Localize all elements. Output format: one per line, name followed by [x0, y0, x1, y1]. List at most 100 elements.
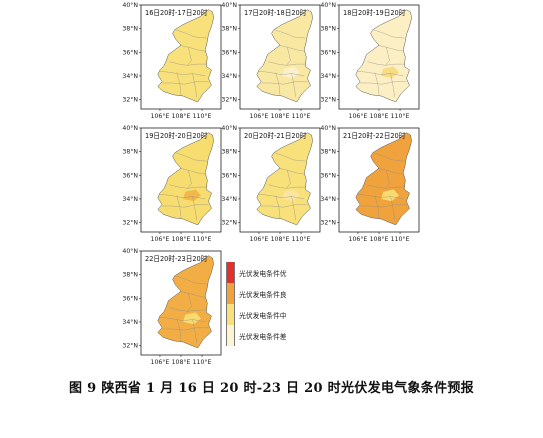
legend-item-poor: 光伏发电条件差	[226, 325, 287, 346]
city-boundary	[385, 170, 390, 189]
y-tick-label: 36°N	[320, 48, 336, 56]
city-boundary	[268, 184, 306, 189]
map-panel: 40°N 38°N 36°N 34°N 32°N 106°E 108°E 110°E 20日20…	[221, 124, 321, 243]
city-boundary	[390, 73, 395, 98]
city-boundary	[373, 152, 405, 162]
city-boundary	[275, 195, 281, 218]
x-tick-label: 106°E	[151, 358, 170, 366]
shaanxi-map: 40°N 38°N 36°N 34°N 32°N 106°E 108°E 110°E 16日20…	[122, 1, 222, 120]
city-boundary	[192, 319, 197, 344]
y-tick-label: 34°N	[221, 72, 237, 80]
province-region	[157, 132, 214, 226]
y-tick-label: 32°N	[320, 96, 336, 104]
city-boundary	[159, 317, 206, 323]
city-boundary	[261, 81, 308, 85]
shaanxi-map: 40°N 38°N 36°N 34°N 32°N 106°E 108°E 110°E 19日20…	[122, 124, 222, 243]
map-panel: 40°N 38°N 36°N 34°N 32°N 106°E 108°E 110°E 17日20…	[221, 1, 321, 120]
city-boundary	[286, 170, 291, 189]
province-region	[157, 9, 214, 103]
province-region	[355, 9, 412, 103]
forecast-patch	[282, 66, 300, 79]
legend-item-fair: 光伏发电条件中	[226, 304, 287, 325]
y-tick-label: 34°N	[320, 72, 336, 80]
city-boundary	[179, 291, 206, 298]
city-boundary	[367, 61, 405, 66]
city-boundary	[286, 47, 291, 66]
city-boundary	[176, 318, 182, 341]
city-boundary	[187, 293, 192, 312]
x-tick-label: 108°E	[370, 112, 389, 120]
city-boundary	[159, 71, 206, 77]
x-tick-label: 110°E	[391, 235, 410, 243]
city-boundary	[179, 168, 206, 175]
legend-swatch	[226, 283, 235, 304]
city-boundary	[159, 194, 206, 200]
x-tick-label: 108°E	[271, 112, 290, 120]
y-tick-label: 32°N	[221, 219, 237, 227]
city-boundary	[377, 168, 404, 175]
province-region	[256, 9, 313, 103]
city-boundary	[390, 196, 395, 221]
y-tick-label: 38°N	[320, 25, 336, 33]
forecast-patch	[183, 312, 201, 325]
x-tick-label: 110°E	[193, 358, 212, 366]
y-tick-label: 40°N	[221, 124, 237, 132]
forecast-patch	[183, 66, 201, 79]
map-panel: 40°N 38°N 36°N 34°N 32°N 106°E 108°E 110°E 18日20…	[320, 1, 420, 120]
province-region	[256, 132, 313, 226]
shaanxi-map: 40°N 38°N 36°N 34°N 32°N 106°E 108°E 110°E 20日20…	[221, 124, 321, 243]
city-boundary	[268, 61, 306, 66]
forecast-patch	[381, 66, 399, 79]
city-boundary	[162, 327, 209, 331]
x-tick-label: 106°E	[151, 235, 170, 243]
legend-item-excellent: 光伏发电条件优	[226, 262, 287, 283]
panel-title: 16日20时-17日20时	[145, 8, 208, 17]
y-tick-label: 40°N	[122, 247, 138, 255]
y-tick-label: 40°N	[320, 1, 336, 9]
y-tick-label: 36°N	[122, 294, 138, 302]
panel-title: 18日20时-19日20时	[343, 8, 406, 17]
x-tick-label: 106°E	[349, 235, 368, 243]
city-boundary	[175, 29, 207, 39]
y-tick-label: 34°N	[320, 195, 336, 203]
y-tick-label: 34°N	[122, 195, 138, 203]
x-tick-label: 108°E	[172, 358, 191, 366]
city-boundary	[192, 73, 197, 98]
city-boundary	[169, 61, 207, 66]
city-boundary	[291, 196, 296, 221]
y-tick-label: 36°N	[122, 171, 138, 179]
city-boundary	[374, 195, 380, 218]
city-boundary	[187, 170, 192, 189]
legend-swatch	[226, 304, 235, 325]
map-panel: 40°N 38°N 36°N 34°N 32°N 106°E 108°E 110°E 16日20…	[122, 1, 222, 120]
x-tick-label: 108°E	[271, 235, 290, 243]
x-tick-label: 106°E	[250, 112, 269, 120]
y-tick-label: 32°N	[221, 96, 237, 104]
map-panel: 40°N 38°N 36°N 34°N 32°N 106°E 108°E 110°E 19日20…	[122, 124, 222, 243]
y-tick-label: 32°N	[320, 219, 336, 227]
city-boundary	[367, 184, 405, 189]
forecast-patch	[282, 189, 300, 202]
city-boundary	[373, 29, 405, 39]
city-boundary	[374, 72, 380, 95]
y-tick-label: 38°N	[122, 25, 138, 33]
y-tick-label: 38°N	[221, 25, 237, 33]
shaanxi-map: 40°N 38°N 36°N 34°N 32°N 106°E 108°E 110°E 17日20…	[221, 1, 321, 120]
city-boundary	[360, 81, 407, 85]
city-boundary	[274, 29, 306, 39]
panel-title: 19日20时-20日20时	[145, 131, 208, 140]
city-boundary	[162, 81, 209, 85]
y-tick-label: 40°N	[320, 124, 336, 132]
city-boundary	[357, 194, 404, 200]
legend-swatch	[226, 325, 235, 346]
y-tick-label: 36°N	[320, 171, 336, 179]
city-boundary	[258, 194, 305, 200]
city-boundary	[258, 71, 305, 77]
city-boundary	[175, 275, 207, 285]
forecast-patch	[183, 189, 201, 202]
x-tick-label: 110°E	[292, 235, 311, 243]
shaanxi-map: 40°N 38°N 36°N 34°N 32°N 106°E 108°E 110°E 21日20…	[320, 124, 420, 243]
panel-title: 22日20时-23日20时	[145, 254, 208, 263]
city-boundary	[176, 195, 182, 218]
y-tick-label: 40°N	[122, 1, 138, 9]
